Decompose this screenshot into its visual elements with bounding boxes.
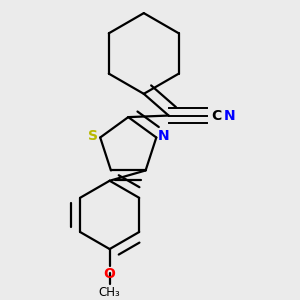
Text: CH₃: CH₃ [99, 286, 121, 299]
Text: N: N [224, 109, 236, 123]
Text: S: S [88, 129, 98, 143]
Text: O: O [104, 267, 116, 281]
Text: N: N [157, 129, 169, 143]
Text: C: C [211, 109, 221, 123]
